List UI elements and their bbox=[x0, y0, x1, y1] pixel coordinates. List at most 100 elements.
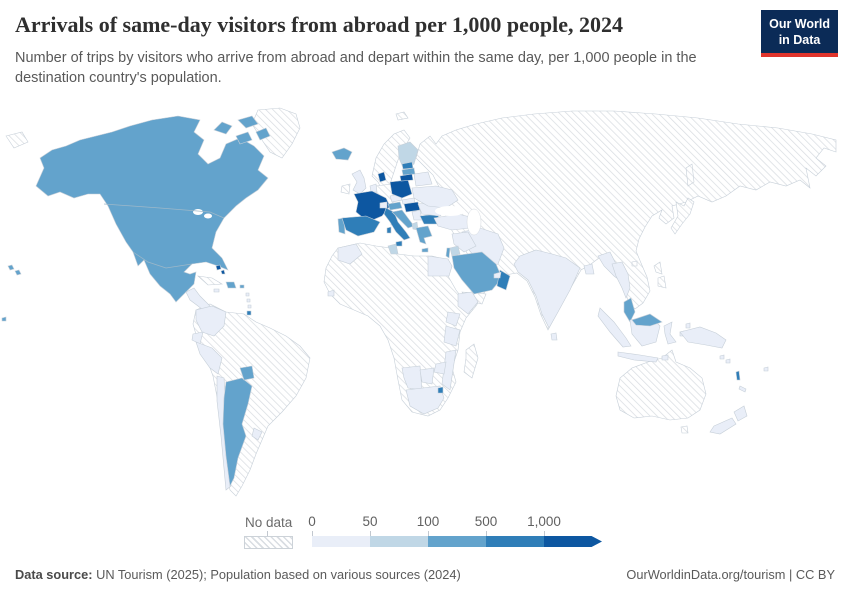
country-lesser-antilles[interactable] bbox=[245, 292, 252, 309]
no-data-swatch[interactable] bbox=[244, 536, 293, 549]
legend-segment-50-100[interactable] bbox=[370, 536, 428, 547]
country-ukraine[interactable] bbox=[411, 185, 459, 209]
country-tanzania[interactable] bbox=[443, 325, 461, 347]
black-sea bbox=[435, 206, 465, 216]
country-south-africa[interactable] bbox=[405, 385, 445, 415]
country-sri-lanka[interactable] bbox=[550, 332, 558, 341]
country-japan[interactable] bbox=[670, 197, 695, 235]
country-puerto-rico[interactable] bbox=[239, 284, 245, 289]
country-new-guinea[interactable] bbox=[679, 326, 727, 349]
country-timor[interactable] bbox=[661, 354, 669, 361]
country-france[interactable] bbox=[353, 190, 391, 223]
country-colombia[interactable] bbox=[195, 305, 227, 337]
country-jordan[interactable] bbox=[449, 245, 461, 257]
country-bahamas[interactable] bbox=[215, 264, 226, 275]
country-malaysia-peninsula[interactable] bbox=[623, 297, 636, 323]
country-austria[interactable] bbox=[387, 201, 403, 211]
country-spain[interactable] bbox=[341, 215, 381, 237]
legend-segment-1,000+[interactable] bbox=[544, 536, 602, 547]
country-new-zealand-north[interactable] bbox=[733, 405, 748, 422]
owid-logo[interactable]: Our World in Data bbox=[761, 10, 838, 57]
country-greece[interactable] bbox=[415, 225, 433, 245]
country-arctic-island[interactable] bbox=[255, 127, 271, 141]
country-ireland[interactable] bbox=[340, 183, 351, 195]
no-data-label: No data bbox=[245, 515, 293, 530]
country-iceland[interactable] bbox=[331, 147, 353, 161]
legend-segment-500-1,000[interactable] bbox=[486, 536, 544, 547]
country-italy[interactable] bbox=[383, 207, 411, 241]
country-belarus[interactable] bbox=[413, 171, 433, 187]
legend-segment-100-500[interactable] bbox=[428, 536, 486, 547]
country-trinidad[interactable] bbox=[246, 310, 252, 316]
country-paraguay[interactable] bbox=[239, 365, 255, 381]
country-uae[interactable] bbox=[493, 271, 502, 279]
legend-tick-mark bbox=[428, 531, 429, 536]
country-fiji[interactable] bbox=[763, 366, 769, 372]
country-chukotka[interactable] bbox=[5, 131, 29, 149]
country-united-kingdom[interactable] bbox=[351, 169, 367, 195]
legend-color-bar[interactable] bbox=[312, 536, 602, 547]
data-source-text: UN Tourism (2025); Population based on v… bbox=[92, 567, 461, 582]
country-north-america[interactable] bbox=[35, 115, 269, 303]
country-india[interactable] bbox=[513, 249, 581, 329]
country-java[interactable] bbox=[617, 351, 659, 363]
country-vanuatu[interactable] bbox=[735, 370, 741, 381]
region-south-america-nodata[interactable] bbox=[192, 303, 311, 497]
country-latvia[interactable] bbox=[401, 167, 416, 176]
country-switzerland[interactable] bbox=[379, 201, 388, 209]
country-australia[interactable] bbox=[615, 349, 707, 421]
country-hispaniola[interactable] bbox=[225, 281, 237, 289]
country-morocco[interactable] bbox=[337, 243, 363, 265]
country-jamaica[interactable] bbox=[213, 288, 220, 293]
country-svalbard[interactable] bbox=[395, 111, 409, 121]
country-eswatini[interactable] bbox=[437, 386, 444, 394]
country-sakhalin[interactable] bbox=[685, 163, 695, 187]
legend-tick-label: 1,000 bbox=[527, 514, 561, 529]
country-philippines-luzon[interactable] bbox=[653, 261, 663, 275]
country-denmark[interactable] bbox=[377, 171, 387, 183]
country-new-caledonia[interactable] bbox=[738, 385, 747, 393]
country-sicily[interactable] bbox=[395, 240, 403, 247]
country-pacific-islet[interactable] bbox=[1, 316, 7, 322]
country-sumatra[interactable] bbox=[597, 307, 632, 348]
country-arctic-island[interactable] bbox=[237, 115, 259, 129]
country-tasmania[interactable] bbox=[680, 425, 689, 434]
legend-segment-0-50[interactable] bbox=[312, 536, 370, 547]
legend-tick-label: 500 bbox=[474, 514, 498, 529]
legend-tick-mark bbox=[544, 531, 545, 536]
country-uruguay[interactable] bbox=[251, 427, 263, 441]
country-sardinia[interactable] bbox=[386, 226, 392, 234]
country-malaysia-borneo[interactable] bbox=[631, 313, 663, 327]
footer-link[interactable]: OurWorldinData.org/tourism | CC BY bbox=[626, 567, 835, 582]
country-cuba[interactable] bbox=[197, 275, 223, 286]
country-israel[interactable] bbox=[445, 247, 451, 259]
country-lithuania[interactable] bbox=[399, 173, 414, 182]
country-serbia[interactable] bbox=[411, 209, 423, 221]
country-ethiopia[interactable] bbox=[457, 291, 479, 315]
country-tunisia[interactable] bbox=[387, 243, 399, 255]
legend-tick-mark bbox=[370, 531, 371, 536]
country-hawaii[interactable] bbox=[7, 264, 22, 276]
country-thailand[interactable] bbox=[611, 261, 631, 299]
country-peru[interactable] bbox=[195, 341, 223, 375]
country-bangladesh[interactable] bbox=[583, 263, 595, 275]
country-egypt[interactable] bbox=[427, 255, 453, 277]
country-benelux[interactable] bbox=[369, 183, 378, 193]
country-sulawesi[interactable] bbox=[663, 321, 677, 345]
country-madagascar[interactable] bbox=[463, 343, 479, 379]
country-hainan[interactable] bbox=[631, 260, 638, 267]
country-arctic-island[interactable] bbox=[235, 131, 253, 145]
country-botswana[interactable] bbox=[419, 367, 435, 385]
country-guinea-bissau[interactable] bbox=[327, 289, 335, 297]
country-finland[interactable] bbox=[397, 141, 419, 171]
country-philippines-mindanao[interactable] bbox=[657, 275, 667, 289]
country-argentina[interactable] bbox=[222, 377, 253, 488]
country-arctic-island[interactable] bbox=[213, 121, 233, 135]
country-solomons[interactable] bbox=[719, 354, 731, 364]
data-source-note: Data source: UN Tourism (2025); Populati… bbox=[15, 567, 461, 582]
country-new-zealand-south[interactable] bbox=[709, 417, 737, 435]
country-crete[interactable] bbox=[421, 247, 429, 253]
country-saudi-arabia[interactable] bbox=[451, 251, 503, 295]
country-uganda-kenya[interactable] bbox=[445, 311, 461, 327]
country-zimbabwe[interactable] bbox=[433, 361, 447, 375]
